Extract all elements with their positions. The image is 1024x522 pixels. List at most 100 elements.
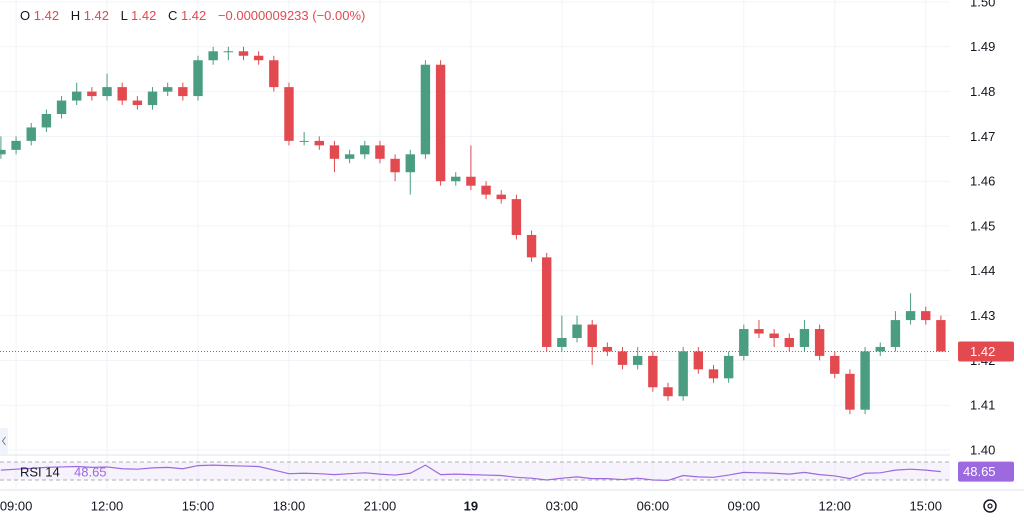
candle-body: [936, 320, 946, 352]
candle-body: [708, 369, 719, 379]
candle-body: [344, 154, 355, 159]
candle-body: [602, 346, 613, 352]
y-tick-label: 1.48: [970, 84, 995, 99]
x-tick-label: 03:00: [546, 498, 579, 513]
x-tick-label: 15:00: [909, 498, 942, 513]
candle-body: [845, 373, 855, 410]
change-value: −0.0000009233 (−0.00%): [218, 8, 365, 23]
candle-body: [238, 51, 249, 56]
candle-body: [208, 51, 218, 61]
candle-body: [11, 140, 21, 150]
candle-body: [511, 199, 522, 235]
x-tick-label: 15:00: [182, 498, 215, 513]
candle-body: [542, 257, 552, 347]
candle-body: [769, 333, 779, 338]
candle-body: [102, 87, 112, 97]
candle-body: [648, 355, 658, 388]
candle-body: [420, 64, 431, 155]
y-tick-label: 1.40: [970, 442, 995, 457]
rsi-band-fill: [0, 462, 950, 480]
candle-body: [41, 114, 52, 128]
candle-body: [390, 158, 400, 173]
candle-body: [890, 320, 901, 347]
y-tick-label: 1.45: [970, 218, 995, 233]
candle-body: [87, 91, 97, 97]
candle-body: [299, 140, 309, 142]
high-label: H: [71, 8, 80, 23]
low-value: 1.42: [131, 8, 156, 23]
x-tick-label: 21:00: [364, 498, 397, 513]
close-label: C: [168, 8, 177, 23]
x-tick-label: 09:00: [728, 498, 761, 513]
y-tick-label: 1.50: [970, 0, 995, 9]
candle-body: [587, 324, 597, 347]
candle-body: [56, 100, 67, 114]
open-label: O: [20, 8, 30, 23]
low-label: L: [121, 8, 128, 23]
y-tick-label: 1.47: [970, 129, 995, 144]
settings-icon: [987, 503, 993, 509]
candle-body: [632, 355, 643, 365]
x-tick-label: 12:00: [819, 498, 852, 513]
candle-body: [723, 355, 734, 379]
rsi-value-label: 48.65: [963, 464, 996, 479]
x-tick-label: 18:00: [273, 498, 306, 513]
candle-body: [147, 91, 158, 106]
x-tick-label: 09:00: [0, 498, 32, 513]
candle-body: [193, 60, 203, 97]
candle-body: [860, 351, 870, 410]
candle-body: [526, 234, 537, 258]
rsi-name: RSI 14: [20, 464, 60, 479]
y-tick-label: 1.44: [970, 263, 995, 278]
collapse-button[interactable]: [0, 428, 8, 454]
grid: [0, 0, 950, 490]
candle-body: [162, 87, 173, 92]
candle-body: [360, 145, 370, 155]
candle-body: [739, 329, 749, 356]
candle-body: [875, 346, 885, 352]
settings-button[interactable]: [983, 499, 997, 513]
candle-body: [329, 145, 340, 159]
x-tick-label: 12:00: [91, 498, 124, 513]
y-tick-label: 1.46: [970, 174, 995, 189]
ohlc-legend: O 1.42 H 1.42 L 1.42 C 1.42 −0.000000923…: [20, 8, 365, 23]
candle-body: [117, 87, 127, 101]
y-tick-label: 1.41: [970, 398, 995, 413]
candle-body: [178, 87, 188, 97]
candle-body: [921, 311, 931, 321]
candle-body: [314, 140, 324, 146]
high-value: 1.42: [84, 8, 109, 23]
candle-body: [693, 351, 704, 370]
candle-body: [451, 176, 461, 182]
rsi-line: [0, 464, 941, 482]
candle-body: [0, 149, 6, 155]
rsi-pane: [0, 461, 950, 482]
candle-body: [830, 355, 840, 374]
candle-body: [572, 324, 582, 338]
last-price-box: [958, 341, 1014, 362]
last-price-label: 1.42: [970, 344, 995, 359]
candle-body: [663, 387, 673, 397]
candle-body: [678, 351, 688, 397]
candle-body: [284, 87, 294, 141]
candle-body: [784, 338, 794, 347]
candle-body: [799, 329, 810, 347]
candle-body: [405, 154, 415, 173]
rsi-value-box: [958, 461, 1014, 482]
candle-body: [72, 91, 82, 101]
open-value: 1.42: [34, 8, 59, 23]
candle-body: [435, 64, 446, 182]
collapse-icon: [1, 436, 6, 446]
axes: 1.40 1.41 1.42 1.43 1.44 1.45 1.46 1.47 1.48 1.49…: [0, 0, 1014, 513]
plot-area: [0, 46, 950, 415]
candle-body: [223, 51, 234, 53]
candle-body: [754, 329, 764, 334]
y-tick-label: 1.49: [970, 39, 995, 54]
y-tick-label: 1.43: [970, 308, 995, 323]
candle-body: [617, 351, 628, 365]
candle-body: [375, 145, 385, 159]
candle-body: [496, 194, 506, 200]
x-tick-label: 06:00: [637, 498, 670, 513]
